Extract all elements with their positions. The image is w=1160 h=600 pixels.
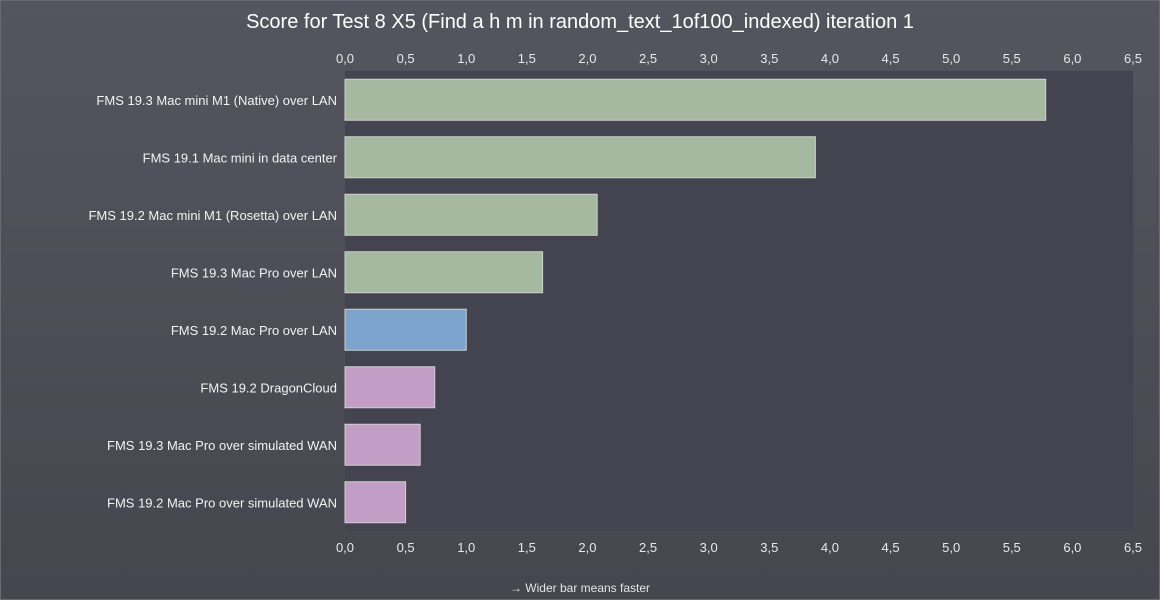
- chart-title: Score for Test 8 X5 (Find a h m in rando…: [246, 11, 914, 33]
- bar: [344, 481, 407, 524]
- bar: [344, 78, 1047, 121]
- x-tick-label-bottom: 2,0: [578, 540, 596, 555]
- x-tick-label-top: 6,0: [1063, 51, 1081, 66]
- bar: [344, 251, 544, 294]
- x-tick-label-top: 5,0: [942, 51, 960, 66]
- x-tick-label-bottom: 5,5: [1003, 540, 1021, 555]
- footnote: → Wider bar means faster: [509, 581, 651, 595]
- x-tick-label-bottom: 2,5: [639, 540, 657, 555]
- x-tick-label-bottom: 3,5: [760, 540, 778, 555]
- x-tick-label-bottom: 4,0: [821, 540, 839, 555]
- category-label: FMS 19.3 Mac Pro over simulated WAN: [107, 438, 337, 453]
- x-tick-label-bottom: 6,0: [1063, 540, 1081, 555]
- category-label: FMS 19.2 Mac mini M1 (Rosetta) over LAN: [88, 208, 337, 223]
- x-tick-label-top: 5,5: [1003, 51, 1021, 66]
- x-tick-label-top: 4,5: [881, 51, 899, 66]
- category-label: FMS 19.2 DragonCloud: [200, 380, 337, 395]
- x-tick-label-top: 6,5: [1124, 51, 1142, 66]
- x-tick-label-top: 2,5: [639, 51, 657, 66]
- category-label: FMS 19.3 Mac Pro over LAN: [171, 265, 337, 280]
- bar: [344, 308, 467, 351]
- x-tick-label-top: 1,0: [457, 51, 475, 66]
- x-tick-label-bottom: 4,5: [881, 540, 899, 555]
- x-tick-label-bottom: 0,5: [397, 540, 415, 555]
- bar: [344, 136, 816, 179]
- x-tick-label-top: 1,5: [518, 51, 536, 66]
- bar: [344, 366, 436, 409]
- x-tick-label-top: 0,0: [336, 51, 354, 66]
- x-tick-label-top: 2,0: [578, 51, 596, 66]
- x-tick-label-top: 4,0: [821, 51, 839, 66]
- bar: [344, 423, 421, 466]
- bar: [344, 193, 598, 236]
- x-tick-label-bottom: 3,0: [700, 540, 718, 555]
- category-label: FMS 19.1 Mac mini in data center: [143, 150, 338, 165]
- category-label: FMS 19.2 Mac Pro over LAN: [171, 323, 337, 338]
- x-tick-label-bottom: 6,5: [1124, 540, 1142, 555]
- x-tick-label-bottom: 1,5: [518, 540, 536, 555]
- x-tick-label-top: 0,5: [397, 51, 415, 66]
- x-tick-label-top: 3,0: [700, 51, 718, 66]
- x-tick-label-top: 3,5: [760, 51, 778, 66]
- x-tick-label-bottom: 5,0: [942, 540, 960, 555]
- x-tick-label-bottom: 0,0: [336, 540, 354, 555]
- category-label: FMS 19.2 Mac Pro over simulated WAN: [107, 495, 337, 510]
- category-label: FMS 19.3 Mac mini M1 (Native) over LAN: [96, 93, 337, 108]
- x-tick-label-bottom: 1,0: [457, 540, 475, 555]
